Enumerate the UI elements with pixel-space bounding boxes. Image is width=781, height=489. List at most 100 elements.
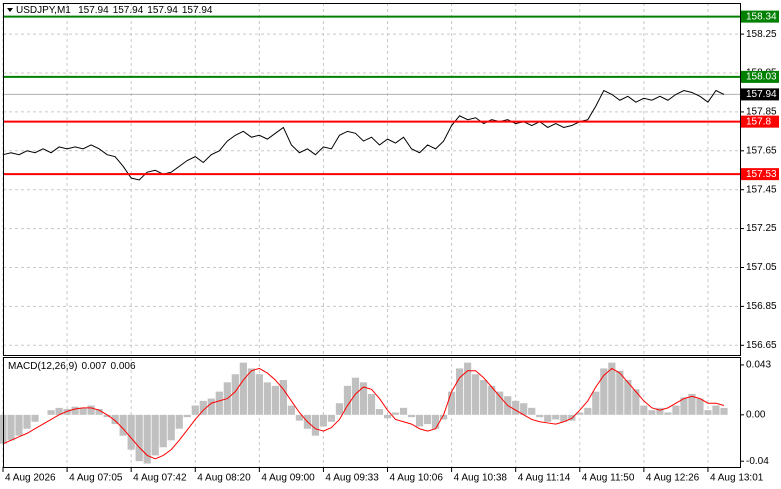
histogram-bar — [456, 368, 464, 415]
histogram-bar — [311, 414, 320, 436]
histogram-bar — [215, 391, 223, 415]
menu-arrow[interactable] — [7, 8, 13, 12]
x-tick-label: 4 Aug 12:26 — [646, 473, 700, 484]
histogram-bar — [23, 414, 31, 429]
histogram-bar — [423, 414, 432, 425]
histogram-bar — [247, 368, 255, 415]
histogram-bar — [431, 414, 440, 429]
histogram-bar — [648, 410, 656, 415]
histogram-bar — [135, 414, 143, 462]
histogram-bar — [375, 409, 384, 415]
x-tick-label: 4 Aug 10:06 — [390, 473, 444, 484]
header-value: MACD(12,26,9) — [8, 361, 77, 372]
histogram-bar — [480, 380, 488, 415]
level-label: 157.8 — [746, 116, 771, 127]
histogram-bar — [367, 393, 376, 415]
histogram-bar — [167, 414, 175, 441]
histogram-bar — [464, 362, 472, 415]
histogram-bar — [127, 414, 135, 450]
histogram-bar — [287, 405, 295, 415]
histogram-bar — [616, 370, 624, 415]
histogram-bar — [7, 414, 15, 441]
histogram-bar — [672, 405, 680, 415]
x-tick-label: 4 Aug 07:42 — [133, 473, 187, 484]
x-tick-label: 4 Aug 08:20 — [197, 473, 251, 484]
level-label: 157.53 — [746, 169, 777, 180]
y-tick-label: 157.45 — [746, 184, 777, 195]
histogram-bar — [111, 414, 119, 425]
histogram-bar — [391, 412, 400, 415]
header-value: 157.94 — [78, 5, 109, 16]
histogram-bar — [87, 405, 95, 415]
header-value: 157.94 — [182, 5, 213, 16]
y-tick-label: 156.65 — [746, 340, 777, 351]
histogram-bar — [664, 412, 672, 415]
histogram-bar — [343, 385, 352, 415]
x-tick-label: 4 Aug 09:00 — [261, 473, 315, 484]
y-tick-label: -0.04 — [746, 456, 769, 467]
histogram-bar — [63, 409, 71, 415]
histogram-bar — [520, 403, 528, 415]
histogram-bar — [119, 414, 127, 436]
level-label: 158.34 — [746, 11, 777, 22]
histogram-bar — [415, 414, 424, 427]
current-price-box — [741, 88, 779, 101]
header-value: USDJPY,M1 — [16, 5, 71, 16]
current-price-label: 157.94 — [746, 89, 777, 100]
histogram-bar — [239, 362, 247, 415]
histogram-bar — [688, 393, 696, 415]
histogram-bar — [183, 414, 191, 418]
histogram-bar — [656, 407, 664, 415]
y-tick-label: 157.05 — [746, 262, 777, 273]
histogram-bar — [528, 407, 536, 415]
axis-labels: 4 Aug 2026 4 Aug 07:05 4 Aug 07:42 4 Aug 08… — [2, 10, 779, 484]
indicator-title: MACD(12,26,9) 0.007 0.006 — [8, 361, 136, 372]
level-label-box — [741, 168, 779, 181]
header-value: 0.007 — [81, 361, 106, 372]
histogram-bar — [704, 410, 712, 415]
histogram-bar — [79, 407, 87, 415]
y-tick-label: 157.85 — [746, 107, 777, 118]
histogram-bar — [632, 389, 640, 415]
x-tick-label: 4 Aug 07:05 — [69, 473, 123, 484]
y-tick-label: 158.25 — [746, 29, 777, 40]
histogram-bar — [576, 412, 584, 415]
histogram-bar — [55, 407, 63, 415]
level-label-box — [741, 70, 779, 83]
histogram-bar — [512, 400, 520, 415]
histogram-bar — [439, 414, 448, 420]
histogram-bar — [335, 403, 344, 415]
histogram-bar — [696, 398, 704, 415]
histogram-bar — [624, 380, 632, 415]
histogram-bar — [600, 368, 608, 415]
histogram-bar — [496, 391, 504, 415]
x-tick-label: 4 Aug 13:01 — [710, 473, 764, 484]
level-label: 158.03 — [746, 72, 777, 83]
plot — [0, 15, 740, 464]
histogram-bar — [319, 414, 328, 427]
y-tick-label: 157.25 — [746, 223, 777, 234]
y-tick-label: 156.85 — [746, 301, 777, 312]
histogram-bar — [103, 414, 111, 418]
histogram-bar — [536, 414, 544, 418]
histogram-bar — [15, 414, 23, 436]
y-tick-label: 0.043 — [746, 360, 771, 371]
histogram-bar — [552, 414, 560, 420]
chart-title: USDJPY,M1 157.94 157.94 157.94 157.94 — [16, 5, 213, 16]
histogram-bar — [640, 405, 648, 415]
histogram-bar — [71, 406, 79, 415]
histogram-bar — [231, 374, 239, 415]
histogram-bar — [351, 377, 360, 415]
histogram-bar — [560, 414, 568, 422]
header-value: 0.006 — [111, 361, 136, 372]
histogram-bar — [295, 414, 304, 421]
histogram-bar — [584, 407, 592, 415]
histogram-bar — [95, 409, 103, 415]
x-tick-label: 4 Aug 10:38 — [454, 473, 508, 484]
histogram-bar — [544, 414, 552, 422]
histogram-bar — [399, 407, 408, 415]
histogram-bar — [488, 385, 496, 415]
histogram-bar — [143, 414, 151, 464]
x-tick-label: 4 Aug 2026 — [5, 473, 56, 484]
